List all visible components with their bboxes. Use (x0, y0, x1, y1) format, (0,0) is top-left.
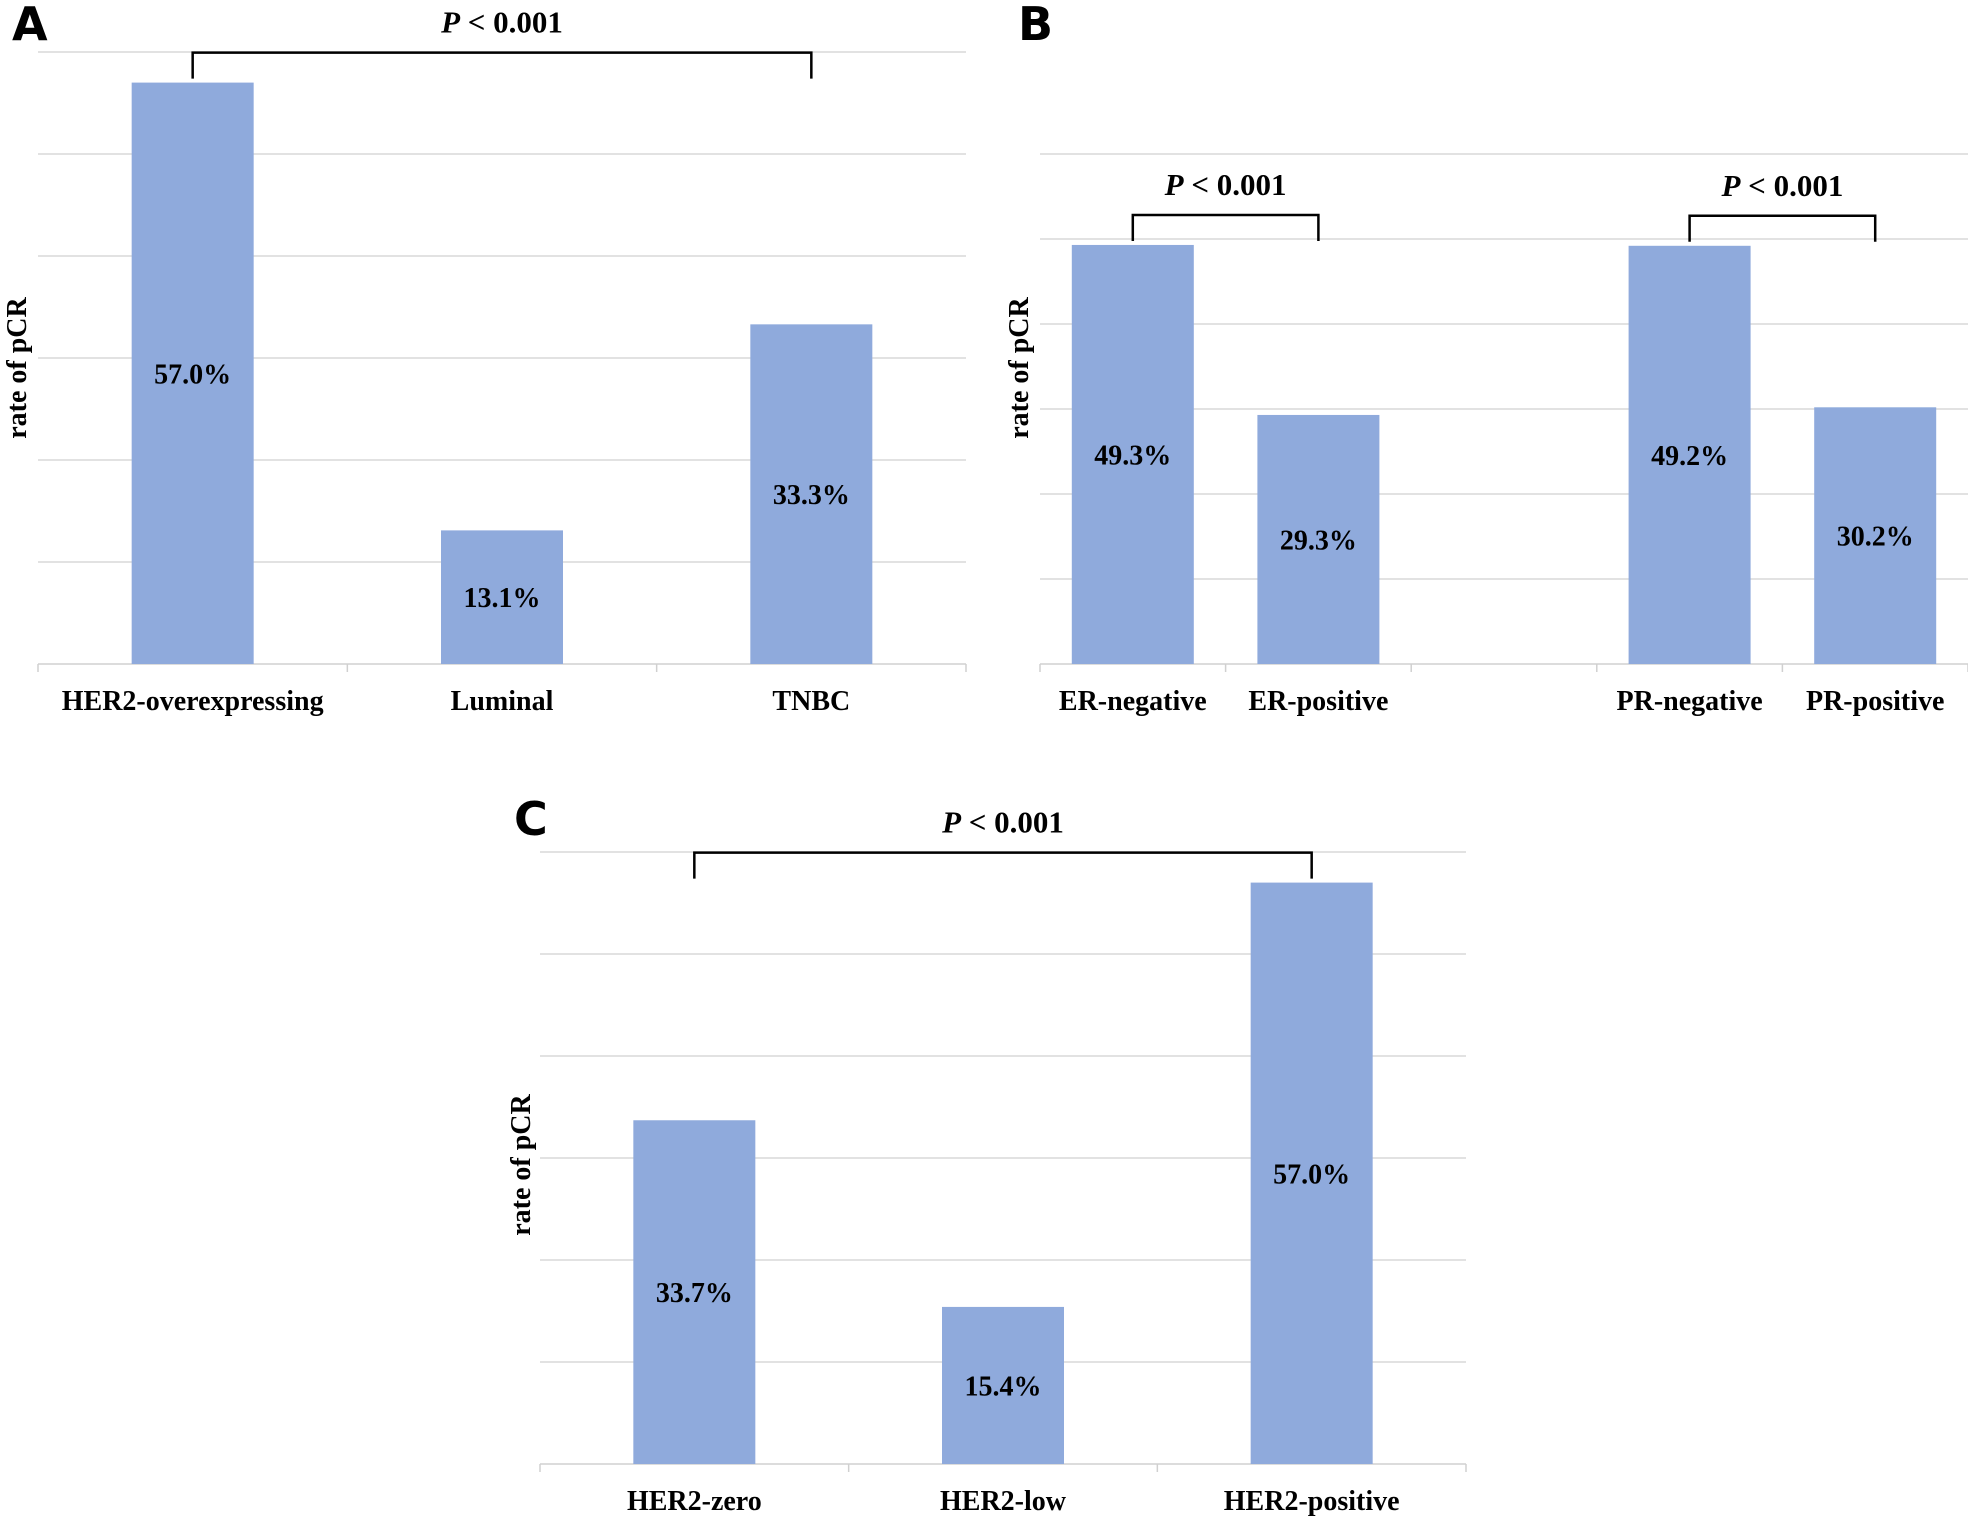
data-label: 30.2% (1837, 522, 1914, 553)
significance-label: P < 0.001 (1720, 168, 1843, 203)
data-label: 33.3% (773, 480, 850, 511)
significance-label: P < 0.001 (440, 5, 563, 40)
x-tick-label: HER2-positive (1224, 1486, 1400, 1516)
significance-label: P < 0.001 (1164, 167, 1287, 202)
panel-letter-c: C (514, 792, 548, 846)
bar-pr-positive (1814, 407, 1937, 664)
bar-er-negative (1071, 244, 1194, 664)
x-tick-label: HER2-overexpressing (62, 686, 324, 717)
x-tick-label: HER2-low (940, 1486, 1067, 1516)
x-tick-label: HER2-zero (627, 1486, 762, 1516)
x-tick-label: ER-positive (1248, 686, 1388, 717)
significance-bracket (1688, 214, 1877, 242)
chart-panel-c: rate of pCR 33.7% HER2-zero 15.4% HER2-low 57… (506, 805, 1467, 1516)
significance-bracket (693, 851, 1313, 879)
bar-pr-negative (1628, 245, 1751, 665)
data-label: 33.7% (656, 1278, 733, 1309)
data-label: 49.2% (1651, 441, 1728, 472)
panel-letter-b: B (1018, 0, 1053, 51)
chart-panel-a: rate of pCR 57.0% HER2-overexpressing 13.1%… (2, 5, 967, 717)
bar-her2-zero (633, 1120, 756, 1464)
x-tick-label: PR-positive (1806, 686, 1944, 717)
data-label: 29.3% (1280, 525, 1357, 556)
data-label: 57.0% (1273, 1159, 1350, 1190)
x-tick-label: TNBC (772, 686, 850, 717)
bar-tnbc (750, 324, 873, 664)
x-tick-label: ER-negative (1059, 686, 1207, 717)
bar-her2-low (942, 1306, 1064, 1464)
significance-bracket (191, 51, 813, 79)
data-label: 57.0% (154, 359, 231, 390)
y-axis-label: rate of pCR (2, 296, 33, 438)
data-label: 13.1% (464, 583, 541, 614)
data-label: 49.3% (1094, 440, 1171, 471)
chart-panel-b: rate of pCR 49.3% ER-negative 29.3% ER-posit… (1004, 153, 1968, 717)
bar-er-positive (1257, 414, 1380, 664)
y-axis-label: rate of pCR (506, 1093, 537, 1235)
x-tick-label: Luminal (451, 686, 554, 717)
panel-letter-a: A (12, 0, 48, 51)
x-tick-label: PR-negative (1617, 686, 1763, 717)
bar-luminal (441, 530, 563, 664)
bar-her2-overexpressing (131, 82, 254, 665)
significance-bracket (1131, 213, 1320, 241)
y-axis-label: rate of pCR (1004, 296, 1035, 438)
bar-her2-positive (1250, 882, 1373, 1464)
significance-label: P < 0.001 (941, 805, 1064, 840)
data-label: 15.4% (965, 1371, 1042, 1402)
